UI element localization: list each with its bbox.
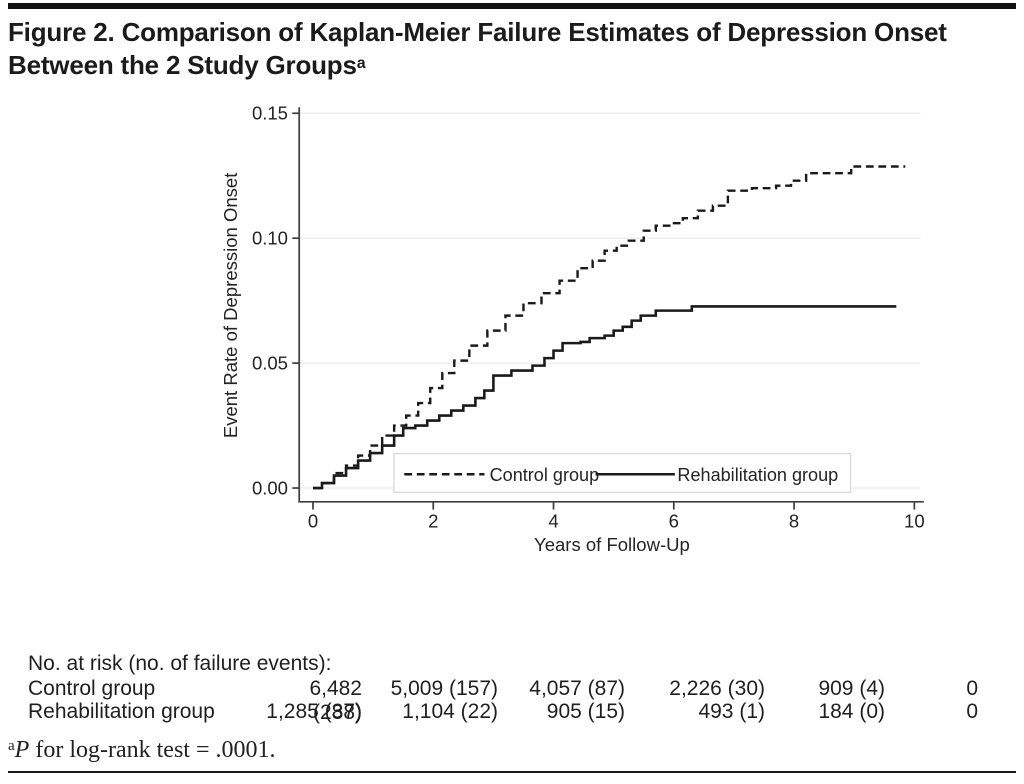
y-axis-title: Event Rate of Depression Onset: [220, 172, 241, 438]
risk-table-row-control: Control group 6,482 (288) 5,009 (157) 4,…: [28, 677, 978, 725]
control-curve: [312, 165, 906, 490]
x-tick-label: 2: [428, 511, 438, 532]
risk-value: 4,057 (87): [529, 677, 625, 700]
risk-value: 905 (15): [546, 700, 625, 723]
y-tick-label: 0.05: [252, 353, 288, 374]
x-tick-label: 8: [789, 511, 799, 532]
risk-table-header: No. at risk (no. of failure events):: [28, 652, 332, 675]
figure-title-line2: Between the 2 Study Groups: [8, 50, 357, 80]
risk-value: 0: [966, 700, 978, 723]
legend-label-rehabilitation: Rehabilitation group: [677, 465, 838, 485]
risk-value: 2,226 (30): [669, 677, 765, 700]
x-tick-label: 10: [904, 511, 925, 532]
x-axis-title: Years of Follow-Up: [534, 534, 690, 555]
risk-value: 1,285 (37): [266, 700, 362, 723]
figure-title: Figure 2. Comparison of Kaplan-Meier Fai…: [8, 17, 1008, 81]
y-tick-label: 0.00: [252, 477, 288, 498]
figure-top-rule: [8, 3, 1016, 9]
kaplan-meier-chart: 0.00 0.05 0.10 0.15 0 2 4 6 8 10 Years of Follow-U…: [220, 103, 925, 555]
risk-value: 909 (4): [818, 677, 885, 700]
legend-label-control: Control group: [490, 465, 600, 485]
risk-value: 1,104 (22): [402, 700, 498, 723]
y-tick-label: 0.15: [252, 103, 288, 124]
risk-row-label: Control group: [28, 677, 156, 700]
x-tick-label: 6: [669, 511, 679, 532]
figure-title-line1: Figure 2. Comparison of Kaplan-Meier Fai…: [8, 17, 947, 47]
rehabilitation-curve: [312, 305, 897, 490]
figure-bottom-rule: [8, 771, 1016, 773]
figure-footnote: aP for log-rank test = .0001.: [8, 737, 276, 764]
risk-row-label: Rehabilitation group: [28, 700, 215, 723]
x-tick-label: 0: [308, 511, 318, 532]
risk-value: 6,482 (288): [309, 677, 362, 724]
footnote-text: for log-rank test = .0001.: [29, 737, 276, 763]
risk-value: 184 (0): [818, 700, 885, 723]
x-tick-label: 4: [548, 511, 558, 532]
risk-value: 493 (1): [698, 700, 765, 723]
risk-table-row-rehabilitation: Rehabilitation group 1,285 (37) 1,104 (2…: [28, 700, 978, 724]
footnote-superscript: a: [8, 738, 15, 754]
figure-title-superscript: a: [356, 55, 366, 72]
risk-value: 0: [966, 677, 978, 700]
risk-value: 5,009 (157): [390, 677, 498, 700]
y-tick-label: 0.10: [252, 228, 288, 249]
footnote-p-label: P: [14, 737, 30, 763]
